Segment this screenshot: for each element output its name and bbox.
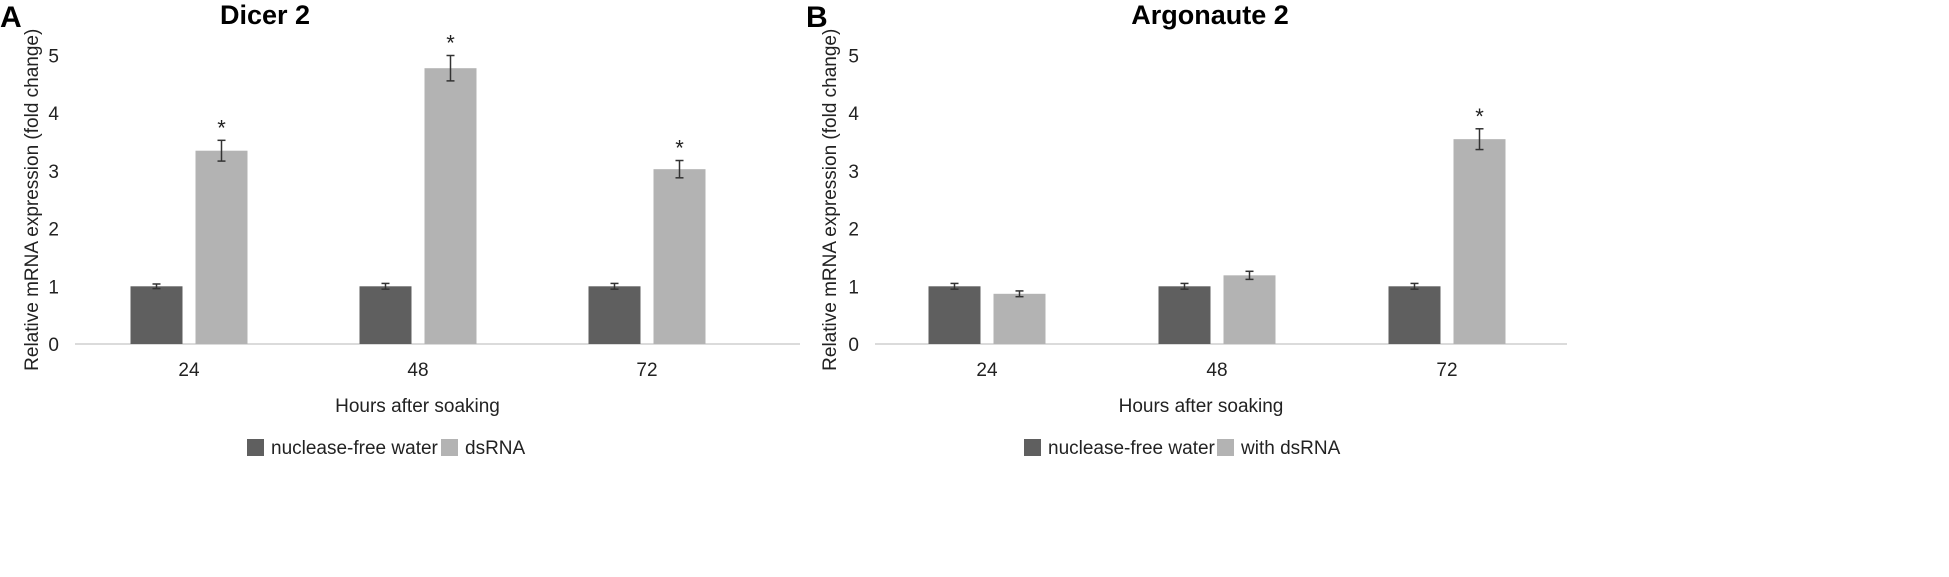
x-tick-label: 72	[1436, 360, 1457, 381]
bar-control-72	[588, 286, 641, 344]
bar-control-24	[130, 286, 183, 344]
y-tick-label: 0	[848, 335, 859, 356]
significance-star: *	[675, 136, 684, 161]
y-axis-title: Relative mRNA expression (fold change)	[820, 29, 841, 371]
error-bar	[675, 159, 684, 179]
x-axis-title: Hours after soaking	[1119, 396, 1284, 417]
error-bar	[1180, 282, 1189, 290]
y-tick-label: 5	[848, 47, 859, 68]
panel-letter: A	[0, 1, 22, 34]
chart-title: Dicer 2	[220, 0, 310, 30]
legend: nuclease-free water with dsRNA	[1024, 438, 1341, 459]
bar-control-72	[1388, 286, 1441, 344]
y-tick-label: 1	[848, 277, 859, 298]
legend-label: dsRNA	[465, 438, 526, 459]
error-bar	[950, 282, 959, 290]
y-tick-label: 2	[848, 220, 859, 241]
legend: nuclease-free water dsRNA	[247, 438, 526, 459]
error-bar	[1475, 128, 1484, 151]
legend-label: with dsRNA	[1240, 438, 1341, 459]
significance-star: *	[446, 31, 455, 56]
x-axis-title: Hours after soaking	[335, 396, 500, 417]
bar-treatment-24	[993, 293, 1046, 344]
legend-label: nuclease-free water	[271, 438, 439, 459]
bar-control-24	[928, 286, 981, 344]
bar-treatment-72	[653, 169, 706, 344]
y-tick-label: 4	[848, 104, 859, 125]
bar-control-48	[1158, 286, 1211, 344]
y-tick-label: 3	[848, 162, 859, 183]
bar-control-48	[359, 286, 412, 344]
x-tick-label: 48	[1206, 360, 1227, 381]
legend-swatch	[1217, 439, 1234, 456]
error-bar	[152, 283, 161, 290]
legend-swatch	[441, 439, 458, 456]
legend-label: nuclease-free water	[1048, 438, 1216, 459]
chart-title: Argonaute 2	[1131, 0, 1289, 30]
y-tick-label: 5	[48, 47, 59, 68]
error-bar	[217, 139, 226, 162]
error-bar	[1015, 290, 1024, 298]
error-bar	[381, 282, 390, 290]
error-bar	[610, 282, 619, 290]
x-tick-label: 24	[976, 360, 998, 381]
legend-swatch	[1024, 439, 1041, 456]
error-bar	[1410, 282, 1419, 290]
significance-star: *	[217, 115, 226, 140]
bar-treatment-48	[424, 68, 477, 344]
error-bar	[1245, 270, 1254, 281]
chart-panel-a: A Dicer 2 0 1 2 3 4 5 * * * 24 48 72 Hours after soaki…	[0, 0, 800, 459]
bar-treatment-48	[1223, 275, 1276, 344]
legend-swatch	[247, 439, 264, 456]
error-bar	[446, 54, 455, 82]
significance-star: *	[1475, 104, 1484, 129]
y-axis-title: Relative mRNA expression (fold change)	[22, 29, 43, 371]
x-tick-label: 48	[407, 360, 428, 381]
x-tick-label: 72	[636, 360, 657, 381]
chart-panel-b: B Argonaute 2 0 1 2 3 4 5 * 24 48 72 Hours after soa…	[806, 0, 1567, 459]
y-tick-label: 3	[48, 162, 59, 183]
y-tick-label: 2	[48, 220, 59, 241]
y-tick-label: 1	[48, 277, 59, 298]
bar-treatment-72	[1453, 139, 1506, 344]
panel-letter: B	[806, 1, 828, 34]
y-tick-label: 4	[48, 104, 59, 125]
bar-treatment-24	[195, 150, 248, 344]
x-tick-label: 24	[178, 360, 200, 381]
y-tick-label: 0	[48, 335, 59, 356]
